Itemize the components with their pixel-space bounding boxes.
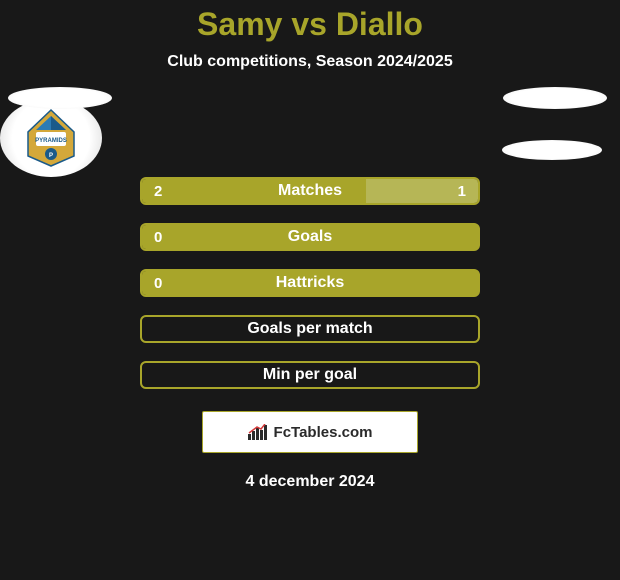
subtitle: Club competitions, Season 2024/2025 [0, 53, 620, 71]
brand-text: FcTables.com [274, 424, 373, 441]
stat-fill-left [142, 271, 478, 295]
date-text: 4 december 2024 [0, 473, 620, 491]
stat-row: 0Goals [140, 223, 480, 251]
bar-chart-icon [248, 424, 268, 440]
stat-row: 0Hattricks [140, 269, 480, 297]
stat-label: Goals per match [142, 320, 478, 338]
stat-row: Goals per match [140, 315, 480, 343]
player-emblem-left-1 [8, 87, 112, 109]
stat-value-left: 2 [154, 183, 162, 200]
stat-label: Min per goal [142, 366, 478, 384]
pyramids-logo-icon: PYRAMIDS P [22, 108, 80, 168]
brand-box[interactable]: FcTables.com [202, 411, 418, 453]
player-emblem-right-2 [502, 140, 602, 160]
team-badge-left: PYRAMIDS P [0, 99, 102, 177]
stat-value-left: 0 [154, 229, 162, 246]
stat-row: Min per goal [140, 361, 480, 389]
svg-text:P: P [49, 153, 53, 159]
stat-row: 21Matches [140, 177, 480, 205]
stat-fill-left [142, 225, 478, 249]
page-title: Samy vs Diallo [0, 6, 620, 43]
stats-area: PYRAMIDS P 21Matches0Goals0HattricksGoal… [0, 99, 620, 389]
stat-value-right: 1 [458, 183, 466, 200]
comparison-widget: Samy vs Diallo Club competitions, Season… [0, 0, 620, 491]
pyramids-badge: PYRAMIDS P [0, 99, 102, 177]
svg-text:PYRAMIDS: PYRAMIDS [35, 138, 67, 144]
stat-value-left: 0 [154, 275, 162, 292]
stat-fill-left [142, 179, 366, 203]
player-emblem-right-1 [503, 87, 607, 109]
stat-rows: 21Matches0Goals0HattricksGoals per match… [140, 177, 480, 389]
